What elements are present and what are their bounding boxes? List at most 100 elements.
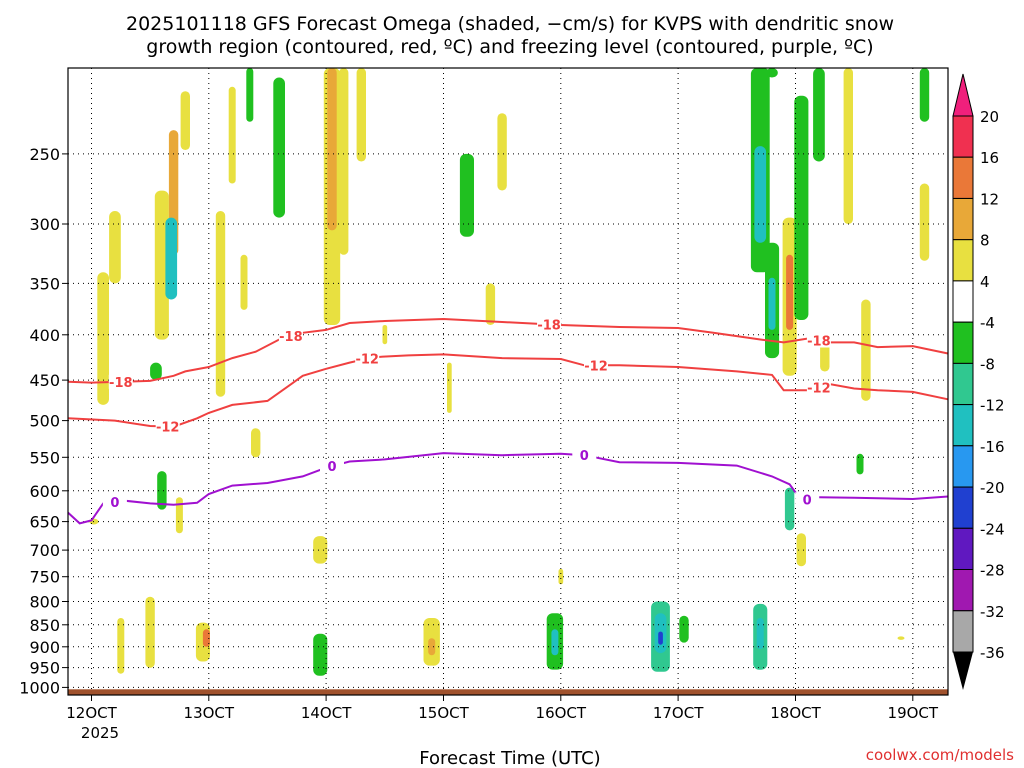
omega-cell — [175, 497, 183, 534]
colorbar-label: -20 — [980, 479, 1005, 497]
omega-cell — [202, 629, 210, 647]
omega-cell — [313, 536, 328, 564]
colorbar-label: -24 — [980, 520, 1005, 538]
contour-label: -18 — [537, 318, 561, 333]
contour-label: -12 — [156, 421, 180, 436]
y-tick-label: 300 — [29, 215, 60, 234]
contour-label: -12 — [584, 359, 608, 374]
colorbar-label: 20 — [980, 108, 999, 126]
y-tick-label: 500 — [29, 412, 60, 431]
chart-title-line-1: 2025101118 GFS Forecast Omega (shaded, −… — [126, 13, 894, 35]
omega-cell — [313, 633, 328, 676]
colorbar-top-arrow — [952, 73, 974, 117]
omega-shading-layer — [89, 68, 930, 676]
y-tick-label: 450 — [29, 371, 60, 390]
colorbar-label: 4 — [980, 273, 990, 291]
contour-line-0 — [67, 452, 949, 525]
chart-title: 2025101118 GFS Forecast Omega (shaded, −… — [126, 13, 894, 58]
contour-label-bg — [155, 419, 180, 434]
omega-cell — [246, 68, 254, 122]
plot-area: -18 -18 -18 -18 -12 -12 -12 -12 0 0 0 0 — [67, 67, 949, 696]
colorbar-swatch — [952, 445, 974, 488]
colorbar: 20 16 12 8 4 -4 -8 -12 -16 -20 -24 -28 -32 -36 — [952, 73, 1005, 690]
y-tick-label: 350 — [29, 274, 60, 293]
colorbar-swatch — [952, 404, 974, 447]
omega-cell — [485, 283, 496, 325]
omega-cell — [754, 146, 767, 243]
colorbar-label: 16 — [980, 149, 999, 167]
x-tick-label: 16OCT — [536, 704, 587, 722]
gridlines — [68, 68, 948, 695]
omega-cell — [327, 68, 337, 231]
contour-label: -12 — [355, 353, 379, 368]
omega-cell — [273, 77, 285, 218]
colorbar-swatch — [952, 362, 974, 406]
colorbar-label: -12 — [980, 397, 1005, 415]
omega-cell — [339, 68, 349, 255]
y-tick-label: 250 — [29, 145, 60, 164]
omega-cell — [154, 190, 169, 340]
omega-cell — [796, 533, 806, 567]
colorbar-label: -8 — [980, 355, 995, 373]
x-tick-label: 12OCT — [66, 704, 117, 722]
contour-label: 0 — [580, 449, 589, 464]
omega-cell — [228, 86, 236, 184]
contour-label: 0 — [803, 493, 812, 508]
contour-label: -12 — [807, 381, 831, 396]
x-year-label: 2025 — [81, 724, 119, 742]
colorbar-swatch — [952, 527, 974, 570]
contour-label-bg — [102, 495, 127, 510]
omega-cell — [150, 362, 162, 381]
omega-cell — [658, 631, 663, 645]
omega-cell — [768, 277, 776, 330]
x-tick-label: 14OCT — [301, 704, 352, 722]
colorbar-bottom-arrow — [953, 652, 973, 690]
y-tick-label: 750 — [29, 568, 60, 587]
omega-cell — [786, 254, 794, 330]
colorbar-swatch — [952, 321, 974, 364]
omega-cell — [843, 68, 853, 224]
omega-cell — [251, 428, 261, 458]
x-tick-label: 13OCT — [184, 704, 235, 722]
y-tick-label: 950 — [29, 659, 60, 678]
colorbar-label: -16 — [980, 438, 1005, 456]
omega-cell — [459, 153, 474, 237]
contour-label-bg — [806, 380, 831, 395]
omega-cell — [919, 183, 930, 261]
y-tick-label: 900 — [29, 638, 60, 657]
contour-label: -18 — [807, 335, 831, 350]
contour-label-bg — [572, 448, 597, 463]
terrain-surface-band — [68, 689, 948, 695]
colorbar-label: 8 — [980, 232, 990, 250]
temperature-contours: -18 -18 -18 -18 -12 -12 -12 -12 0 0 0 0 — [67, 317, 949, 525]
contour-label: -18 — [109, 376, 133, 391]
omega-cell — [794, 95, 809, 320]
x-tick-label: 19OCT — [888, 704, 939, 722]
omega-cell — [97, 272, 109, 405]
omega-cell — [145, 596, 155, 668]
omega-cell — [157, 471, 167, 510]
omega-cell — [215, 211, 226, 397]
plot-frame — [67, 67, 949, 696]
omega-cell — [117, 618, 125, 674]
omega-cell — [784, 487, 795, 531]
omega-cell — [165, 217, 178, 300]
omega-cell — [856, 453, 864, 475]
colorbar-swatch — [952, 486, 974, 529]
omega-cell — [497, 113, 507, 191]
x-tick-label: 15OCT — [418, 704, 469, 722]
colorbar-label: 12 — [980, 191, 999, 209]
contour-label-bg — [806, 333, 831, 348]
x-axis: 12OCT 13OCT 14OCT 15OCT 16OCT 17OCT 18OCT 19OCT — [66, 695, 939, 722]
omega-cell — [109, 211, 121, 284]
y-tick-label: 700 — [29, 541, 60, 560]
omega-cell — [428, 638, 436, 656]
omega-cell — [356, 68, 366, 162]
contour-label: -18 — [279, 330, 303, 345]
omega-cell — [240, 254, 248, 310]
chart-title-line-2: growth region (contoured, red, ºC) and f… — [146, 36, 873, 58]
y-tick-label: 1000 — [19, 678, 60, 697]
y-axis: 250 300 350 400 450 500 550 600 650 700 750 800 850 9… — [19, 145, 68, 697]
colorbar-swatch — [952, 198, 974, 241]
y-tick-label: 400 — [29, 326, 60, 345]
